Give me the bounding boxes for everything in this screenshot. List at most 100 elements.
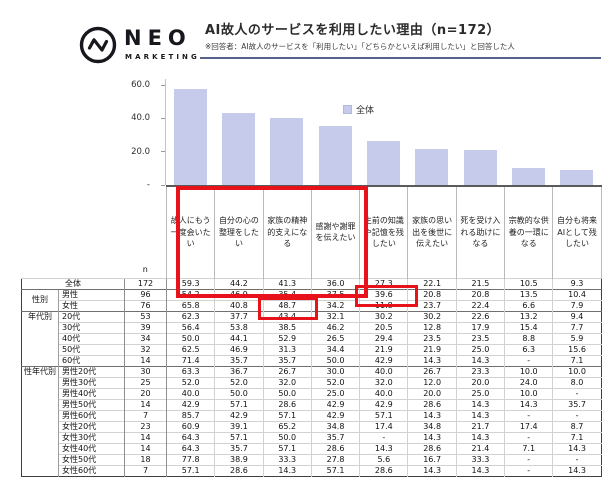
- data-cell: 37.7: [214, 310, 264, 322]
- data-cell: 14.3: [455, 398, 505, 410]
- data-cell: 20.5: [359, 321, 408, 333]
- n-column-header: n: [142, 264, 148, 274]
- data-cell: 46.9: [214, 343, 264, 355]
- row-label: 全体: [21, 277, 125, 289]
- data-cell: 46.2: [310, 321, 360, 333]
- bar-slot: [359, 79, 407, 185]
- data-cell: 60.9: [165, 420, 215, 432]
- table-row: 女性60代 7 57.1 28.6 14.3 57.1 28.6 14.3 14.3-14.3: [22, 464, 602, 476]
- data-cell: 57.1: [262, 409, 312, 421]
- data-cell: 14.3: [407, 409, 457, 421]
- category-header: 宗教的な供養の一環になる: [504, 185, 553, 278]
- group-label: 性別: [21, 288, 59, 311]
- data-cell: 22.6: [455, 310, 505, 322]
- data-cell: 57.1: [214, 398, 264, 410]
- respondent-note: ※回答者：AI故人のサービスを「利用したい」「どちらかといえば利用したい」と回答…: [205, 42, 515, 51]
- data-cell: 40.8: [214, 299, 264, 311]
- data-cell: 30.2: [359, 310, 408, 322]
- data-cell: 12.0: [407, 376, 457, 388]
- bar: [463, 150, 497, 185]
- data-cell: 30.2: [407, 310, 457, 322]
- data-cell: 21.5: [455, 277, 505, 289]
- data-cell: 36.7: [214, 365, 264, 377]
- row-label: 男性20代: [58, 365, 125, 377]
- data-cell: 38.9: [214, 453, 264, 465]
- row-label: 男性60代: [58, 409, 125, 421]
- data-cell: 14.3: [552, 464, 602, 476]
- data-cell: 14.3: [504, 398, 553, 410]
- row-label: 40代: [58, 332, 125, 344]
- chart-legend: 全体: [343, 103, 374, 116]
- logo-brand-text: NEO: [124, 26, 192, 50]
- data-cell: 34.8: [407, 420, 457, 432]
- bar: [511, 167, 545, 185]
- data-cell: 15.4: [504, 321, 553, 333]
- annotation-box-female-48-7: [258, 297, 318, 320]
- data-cell: 59.3: [165, 277, 215, 289]
- data-cell: 44.2: [214, 277, 264, 289]
- data-cell: -: [504, 453, 553, 465]
- table-body: 全体 172 59.3 44.2 41.3 36.0 27.3 22.1 21.5 10.5 9.3…: [21, 277, 602, 476]
- bar: [270, 117, 304, 185]
- data-cell: -: [504, 431, 553, 443]
- data-cell: 21.9: [359, 343, 408, 355]
- data-cell: 10.4: [552, 288, 602, 300]
- data-cell: 50.0: [262, 387, 312, 399]
- data-cell: 6.3: [504, 343, 553, 355]
- data-cell: 35.7: [310, 431, 360, 443]
- bar-slot: [456, 79, 504, 185]
- bar: [560, 169, 594, 185]
- data-cell: 13.5: [504, 288, 553, 300]
- table-row: 性年代別 男性20代 30 63.3 36.7 26.7 30.0 40.0 26.7 23.3 1…: [21, 365, 602, 476]
- data-cell: 62.5: [165, 343, 215, 355]
- data-cell: 57.1: [310, 464, 360, 476]
- data-cell: 53.8: [214, 321, 264, 333]
- data-cell: 57.1: [262, 442, 312, 454]
- data-cell: 14.3: [407, 354, 457, 366]
- table-row: 60代 14 71.4 35.7 35.7 50.0 42.9 14.3 14.3-7.1: [22, 354, 602, 366]
- table-row: 男性50代 14 42.9 57.1 28.6 42.9 42.9 28.6 14.3 14.3 3…: [22, 398, 602, 410]
- category-header: 家族の精神的支えになる: [262, 185, 312, 278]
- data-cell: 21.9: [407, 343, 457, 355]
- data-cell: 43.4: [262, 310, 312, 322]
- data-cell: 8.7: [552, 420, 602, 432]
- data-cell: 56.4: [165, 321, 215, 333]
- bar-plot: [165, 79, 601, 185]
- data-cell: 15.6: [552, 343, 602, 355]
- group-header-spacer: [22, 186, 59, 278]
- data-cell: 42.9: [214, 409, 264, 421]
- annotation-box-top4-reasons: [176, 186, 368, 298]
- data-cell: 63.3: [165, 365, 215, 377]
- group-label: 性年代別: [21, 365, 59, 476]
- logo-brand-subtext: MARKETING: [125, 53, 200, 61]
- data-cell: 9.3: [552, 277, 602, 289]
- bar-slot: [263, 79, 311, 185]
- data-cell: 22.4: [455, 299, 505, 311]
- category-header: 死を受け入れる助けになる: [455, 185, 505, 278]
- data-cell: 5.9: [552, 332, 602, 344]
- data-cell: 50.0: [214, 387, 264, 399]
- data-cell: 52.0: [214, 376, 264, 388]
- data-cell: 10.0: [504, 365, 553, 377]
- y-axis-tick-mark: [161, 118, 165, 120]
- data-cell: 7.1: [552, 354, 602, 366]
- category-header: 自分も将来AIとして残したい: [552, 185, 602, 278]
- row-label: 男性: [58, 288, 125, 300]
- row-label: 女性60代: [58, 464, 125, 476]
- data-cell: 10.5: [504, 277, 553, 289]
- data-cell: 8.0: [552, 376, 602, 388]
- n-value: 14: [124, 398, 167, 410]
- category-header: 自分の心の整理をしたい: [214, 185, 264, 278]
- data-cell: 50.0: [262, 431, 312, 443]
- data-cell: 34.2: [310, 299, 360, 311]
- data-cell: 7.1: [552, 431, 602, 443]
- data-cell: 20.0: [455, 376, 505, 388]
- y-axis-tick-label: 20.0: [131, 146, 150, 157]
- data-cell: 50.0: [165, 332, 215, 344]
- table-row: 女性20代 23 60.9 39.1 65.2 34.8 17.4 34.8 21.7 17.4 8…: [22, 420, 602, 432]
- data-cell: 42.9: [359, 398, 408, 410]
- data-cell: 39.1: [214, 420, 264, 432]
- row-label: 男性50代: [58, 398, 125, 410]
- data-cell: 6.6: [504, 299, 553, 311]
